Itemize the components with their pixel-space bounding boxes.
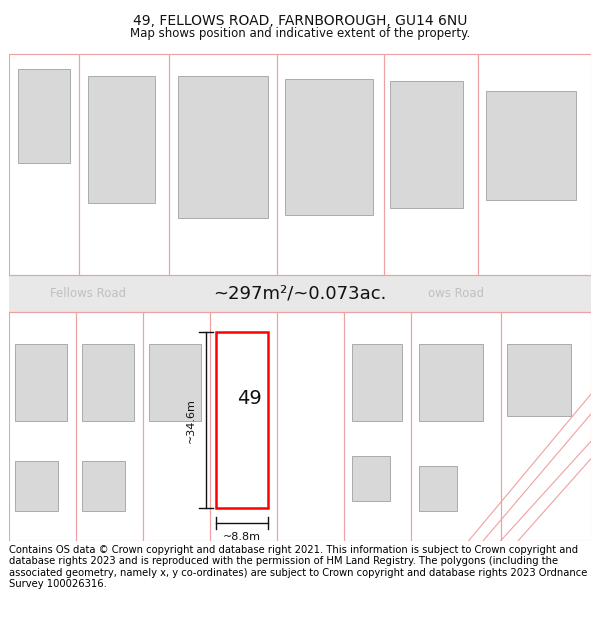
Bar bbox=[88, 76, 155, 202]
Bar bbox=[390, 81, 463, 208]
Bar bbox=[169, 54, 277, 275]
Bar bbox=[18, 69, 70, 163]
Bar bbox=[419, 466, 457, 511]
Bar bbox=[149, 344, 201, 421]
Bar bbox=[15, 461, 58, 511]
Bar bbox=[9, 54, 79, 275]
Bar bbox=[486, 91, 577, 200]
Bar bbox=[178, 76, 268, 218]
Bar bbox=[352, 344, 402, 421]
Bar bbox=[15, 344, 67, 421]
Text: 49, FELLOWS ROAD, FARNBOROUGH, GU14 6NU: 49, FELLOWS ROAD, FARNBOROUGH, GU14 6NU bbox=[133, 14, 467, 28]
Bar bbox=[215, 332, 268, 508]
Bar bbox=[501, 312, 591, 541]
Bar bbox=[82, 461, 125, 511]
Bar bbox=[410, 312, 501, 541]
Bar bbox=[352, 456, 390, 501]
Text: ows Road: ows Road bbox=[428, 287, 484, 300]
Bar bbox=[9, 275, 591, 312]
Bar bbox=[210, 312, 277, 541]
Text: ~8.8m: ~8.8m bbox=[223, 532, 261, 542]
Bar bbox=[143, 312, 210, 541]
Text: ~297m²/~0.073ac.: ~297m²/~0.073ac. bbox=[214, 284, 386, 302]
Bar bbox=[286, 79, 373, 215]
Bar bbox=[76, 312, 143, 541]
Text: Fellows Road: Fellows Road bbox=[50, 287, 126, 300]
Bar bbox=[82, 344, 134, 421]
Bar bbox=[9, 312, 76, 541]
Bar bbox=[506, 344, 571, 416]
Bar bbox=[277, 54, 385, 275]
Bar bbox=[385, 54, 478, 275]
Text: Map shows position and indicative extent of the property.: Map shows position and indicative extent… bbox=[130, 27, 470, 39]
Bar bbox=[344, 312, 410, 541]
Bar bbox=[277, 312, 344, 541]
Bar bbox=[419, 344, 484, 421]
Bar bbox=[79, 54, 169, 275]
Text: 49: 49 bbox=[237, 389, 262, 409]
Text: Contains OS data © Crown copyright and database right 2021. This information is : Contains OS data © Crown copyright and d… bbox=[9, 544, 587, 589]
Bar bbox=[478, 54, 591, 275]
Text: ~34.6m: ~34.6m bbox=[186, 398, 196, 442]
